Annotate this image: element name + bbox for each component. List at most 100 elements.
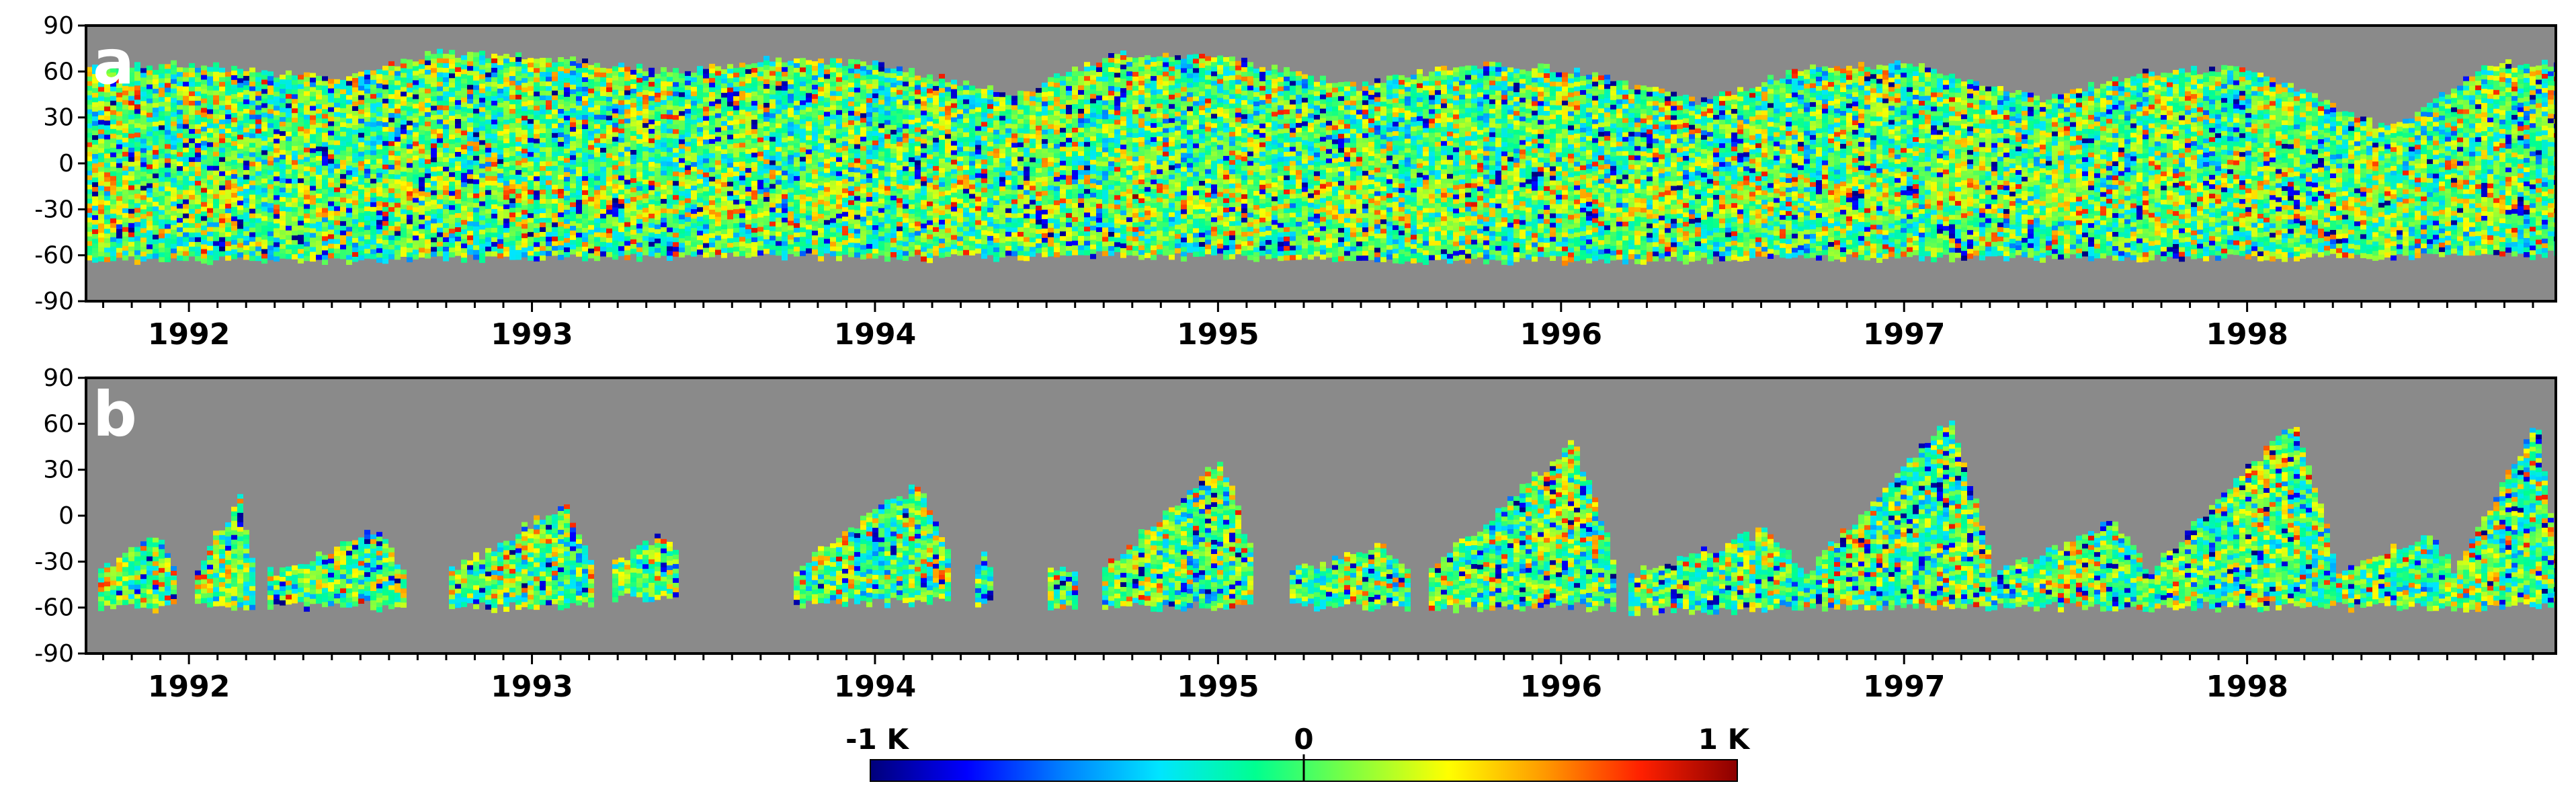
data-cell <box>116 200 122 206</box>
data-cell <box>267 194 274 199</box>
data-cell <box>491 133 497 139</box>
data-cell <box>812 188 818 194</box>
data-cell <box>782 255 788 261</box>
data-cell <box>401 209 407 214</box>
data-cell <box>624 85 630 91</box>
data-cell <box>213 142 219 148</box>
data-cell <box>697 212 703 217</box>
data-cell <box>249 171 255 177</box>
data-cell <box>564 186 570 192</box>
data-cell <box>388 198 394 203</box>
data-cell <box>92 258 98 263</box>
data-cell <box>515 108 522 114</box>
data-cell <box>376 102 382 108</box>
data-cell <box>509 212 515 218</box>
data-cell <box>346 227 352 232</box>
data-cell <box>455 119 461 124</box>
data-cell <box>437 208 443 214</box>
data-cell <box>249 124 255 130</box>
data-cell <box>213 156 219 162</box>
data-cell <box>673 186 679 191</box>
data-cell <box>86 165 92 171</box>
data-cell <box>600 133 606 139</box>
data-cell <box>612 240 618 246</box>
data-cell <box>491 138 497 144</box>
data-cell <box>479 210 485 216</box>
data-cell <box>546 152 552 157</box>
data-cell <box>449 134 455 140</box>
data-cell <box>274 87 280 92</box>
data-cell <box>461 201 467 206</box>
data-cell <box>594 114 600 120</box>
data-cell <box>201 65 207 71</box>
data-cell <box>558 123 564 128</box>
data-cell <box>522 144 528 149</box>
data-cell <box>328 239 334 245</box>
data-cell <box>624 194 630 199</box>
data-cell <box>630 169 636 174</box>
data-cell <box>159 87 165 93</box>
data-cell <box>757 203 763 209</box>
data-cell <box>394 99 401 105</box>
data-cell <box>346 245 352 251</box>
data-cell <box>685 249 691 255</box>
data-cell <box>364 98 370 104</box>
data-cell <box>413 85 419 90</box>
data-cell <box>467 165 473 170</box>
data-cell <box>522 243 528 248</box>
data-cell <box>92 239 98 244</box>
data-cell <box>376 206 382 211</box>
data-cell <box>479 168 485 174</box>
data-cell <box>388 89 394 95</box>
data-cell <box>642 222 649 227</box>
data-cell <box>473 160 479 166</box>
data-cell <box>165 158 171 163</box>
data-cell <box>491 185 497 191</box>
data-cell <box>715 85 721 91</box>
data-cell <box>122 81 128 87</box>
data-cell <box>159 167 165 173</box>
data-cell <box>691 87 697 92</box>
data-cell <box>425 116 431 122</box>
data-cell <box>461 220 467 225</box>
data-cell <box>757 137 763 143</box>
data-cell <box>455 166 461 171</box>
data-cell <box>655 116 661 122</box>
data-cell <box>485 232 491 238</box>
data-cell <box>473 141 479 147</box>
data-cell <box>540 171 546 176</box>
data-cell <box>558 203 564 208</box>
data-cell <box>455 72 461 77</box>
data-cell <box>806 225 812 230</box>
data-cell <box>733 68 739 73</box>
data-cell <box>630 183 636 188</box>
data-cell <box>352 186 358 192</box>
data-cell <box>425 88 431 94</box>
data-cell <box>739 133 745 138</box>
data-cell <box>449 177 455 182</box>
data-cell <box>334 234 340 240</box>
data-cell <box>98 153 104 158</box>
data-cell <box>292 122 298 128</box>
data-cell <box>110 241 116 247</box>
data-cell <box>679 116 685 121</box>
data-cell <box>697 151 703 156</box>
data-cell <box>98 181 104 186</box>
data-cell <box>576 181 582 186</box>
data-cell <box>751 190 757 196</box>
data-cell <box>522 69 528 74</box>
data-cell <box>806 107 812 112</box>
data-cell <box>189 77 195 83</box>
data-cell <box>763 75 770 80</box>
data-cell <box>165 69 171 74</box>
data-cell <box>358 123 364 129</box>
data-cell <box>800 204 806 209</box>
data-cell <box>782 217 788 223</box>
data-cell <box>697 141 703 147</box>
data-cell <box>618 114 624 120</box>
data-cell <box>225 91 231 96</box>
data-cell <box>334 159 340 165</box>
data-cell <box>534 120 540 125</box>
data-cell <box>467 169 473 175</box>
data-cell <box>691 73 697 78</box>
